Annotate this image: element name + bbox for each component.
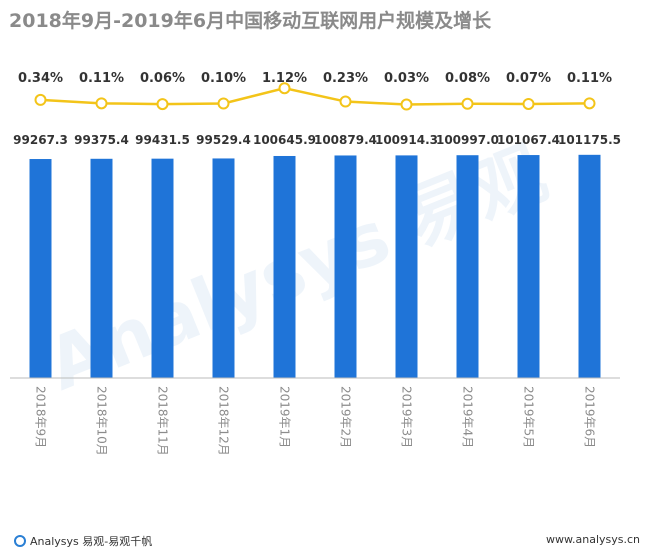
bar-value-label-4: 99529.4	[196, 133, 251, 147]
x-tick-label-10: 2019年6月	[583, 386, 597, 448]
growth-point-3	[156, 98, 169, 111]
x-tick-label-2: 2018年10月	[95, 386, 109, 456]
growth-label-4: 0.10%	[201, 71, 246, 86]
bar-8	[456, 155, 479, 378]
growth-labels-group: 0.34% 0.11% 0.06% 0.10% 1.12% 0.23% 0.03% 0.08%…	[18, 71, 612, 86]
growth-point-8	[461, 97, 474, 110]
growth-label-8: 0.08%	[445, 71, 490, 86]
x-tick-label-4: 2018年12月	[217, 386, 231, 456]
growth-label-6: 0.23%	[323, 71, 368, 86]
bar-value-label-9: 101067.4	[497, 133, 560, 147]
growth-label-1: 0.34%	[18, 71, 63, 86]
bar-value-label-5: 100645.9	[253, 133, 316, 147]
growth-label-7: 0.03%	[384, 71, 429, 86]
bar-1	[29, 159, 52, 378]
growth-point-7	[400, 98, 413, 111]
chart-title: 2018年9月-2019年6月中国移动互联网用户规模及增长	[9, 10, 492, 32]
growth-point-1	[34, 93, 47, 106]
footer-website: www.analysys.cn	[546, 533, 640, 546]
bar-7	[395, 155, 418, 378]
growth-label-5: 1.12%	[262, 71, 307, 86]
footer-source: Analysys 易观-易观千帆	[14, 533, 152, 549]
growth-line-group	[34, 82, 596, 111]
growth-label-10: 0.11%	[567, 71, 612, 86]
bar-3	[151, 158, 174, 378]
growth-label-2: 0.11%	[79, 71, 124, 86]
x-tick-label-5: 2019年1月	[278, 386, 292, 448]
growth-point-5	[278, 82, 291, 95]
growth-point-2	[95, 97, 108, 110]
bar-labels-group: 99267.3 99375.4 99431.5 99529.4 100645.91008…	[13, 133, 621, 147]
growth-point-10	[583, 97, 596, 110]
bar-value-label-1: 99267.3	[13, 133, 68, 147]
x-tick-label-8: 2019年4月	[461, 386, 475, 448]
growth-label-3: 0.06%	[140, 71, 185, 86]
analysys-logo-icon	[14, 535, 26, 547]
growth-point-6	[339, 95, 352, 108]
x-tick-label-7: 2019年3月	[400, 386, 414, 448]
bar-4	[212, 158, 235, 378]
bar-10	[578, 154, 601, 378]
bar-value-label-3: 99431.5	[135, 133, 190, 147]
bar-6	[334, 155, 357, 378]
bar-2	[90, 158, 113, 378]
x-tick-label-3: 2018年11月	[156, 386, 170, 456]
x-tick-label-6: 2019年2月	[339, 386, 353, 448]
bar-value-label-10: 101175.5	[558, 133, 621, 147]
bar-value-label-2: 99375.4	[74, 133, 129, 147]
bar-9	[517, 155, 540, 378]
bar-5	[273, 155, 296, 378]
growth-point-4	[217, 97, 230, 110]
growth-point-9	[522, 97, 535, 110]
bar-value-label-6: 100879.4	[314, 133, 377, 147]
bars-group	[29, 154, 601, 378]
growth-line	[40, 86, 590, 106]
x-tick-label-9: 2019年5月	[522, 386, 536, 448]
x-tick-label-1: 2018年9月	[34, 386, 48, 448]
bar-value-label-7: 100914.3	[375, 133, 438, 147]
bar-value-label-8: 100997.0	[436, 133, 499, 147]
x-tick-labels-group: 2018年9月 2018年10月 2018年11月 2018年12月 2019年1月 20…	[34, 386, 597, 456]
footer-source-text: Analysys 易观-易观千帆	[30, 535, 153, 548]
growth-label-9: 0.07%	[506, 71, 551, 86]
